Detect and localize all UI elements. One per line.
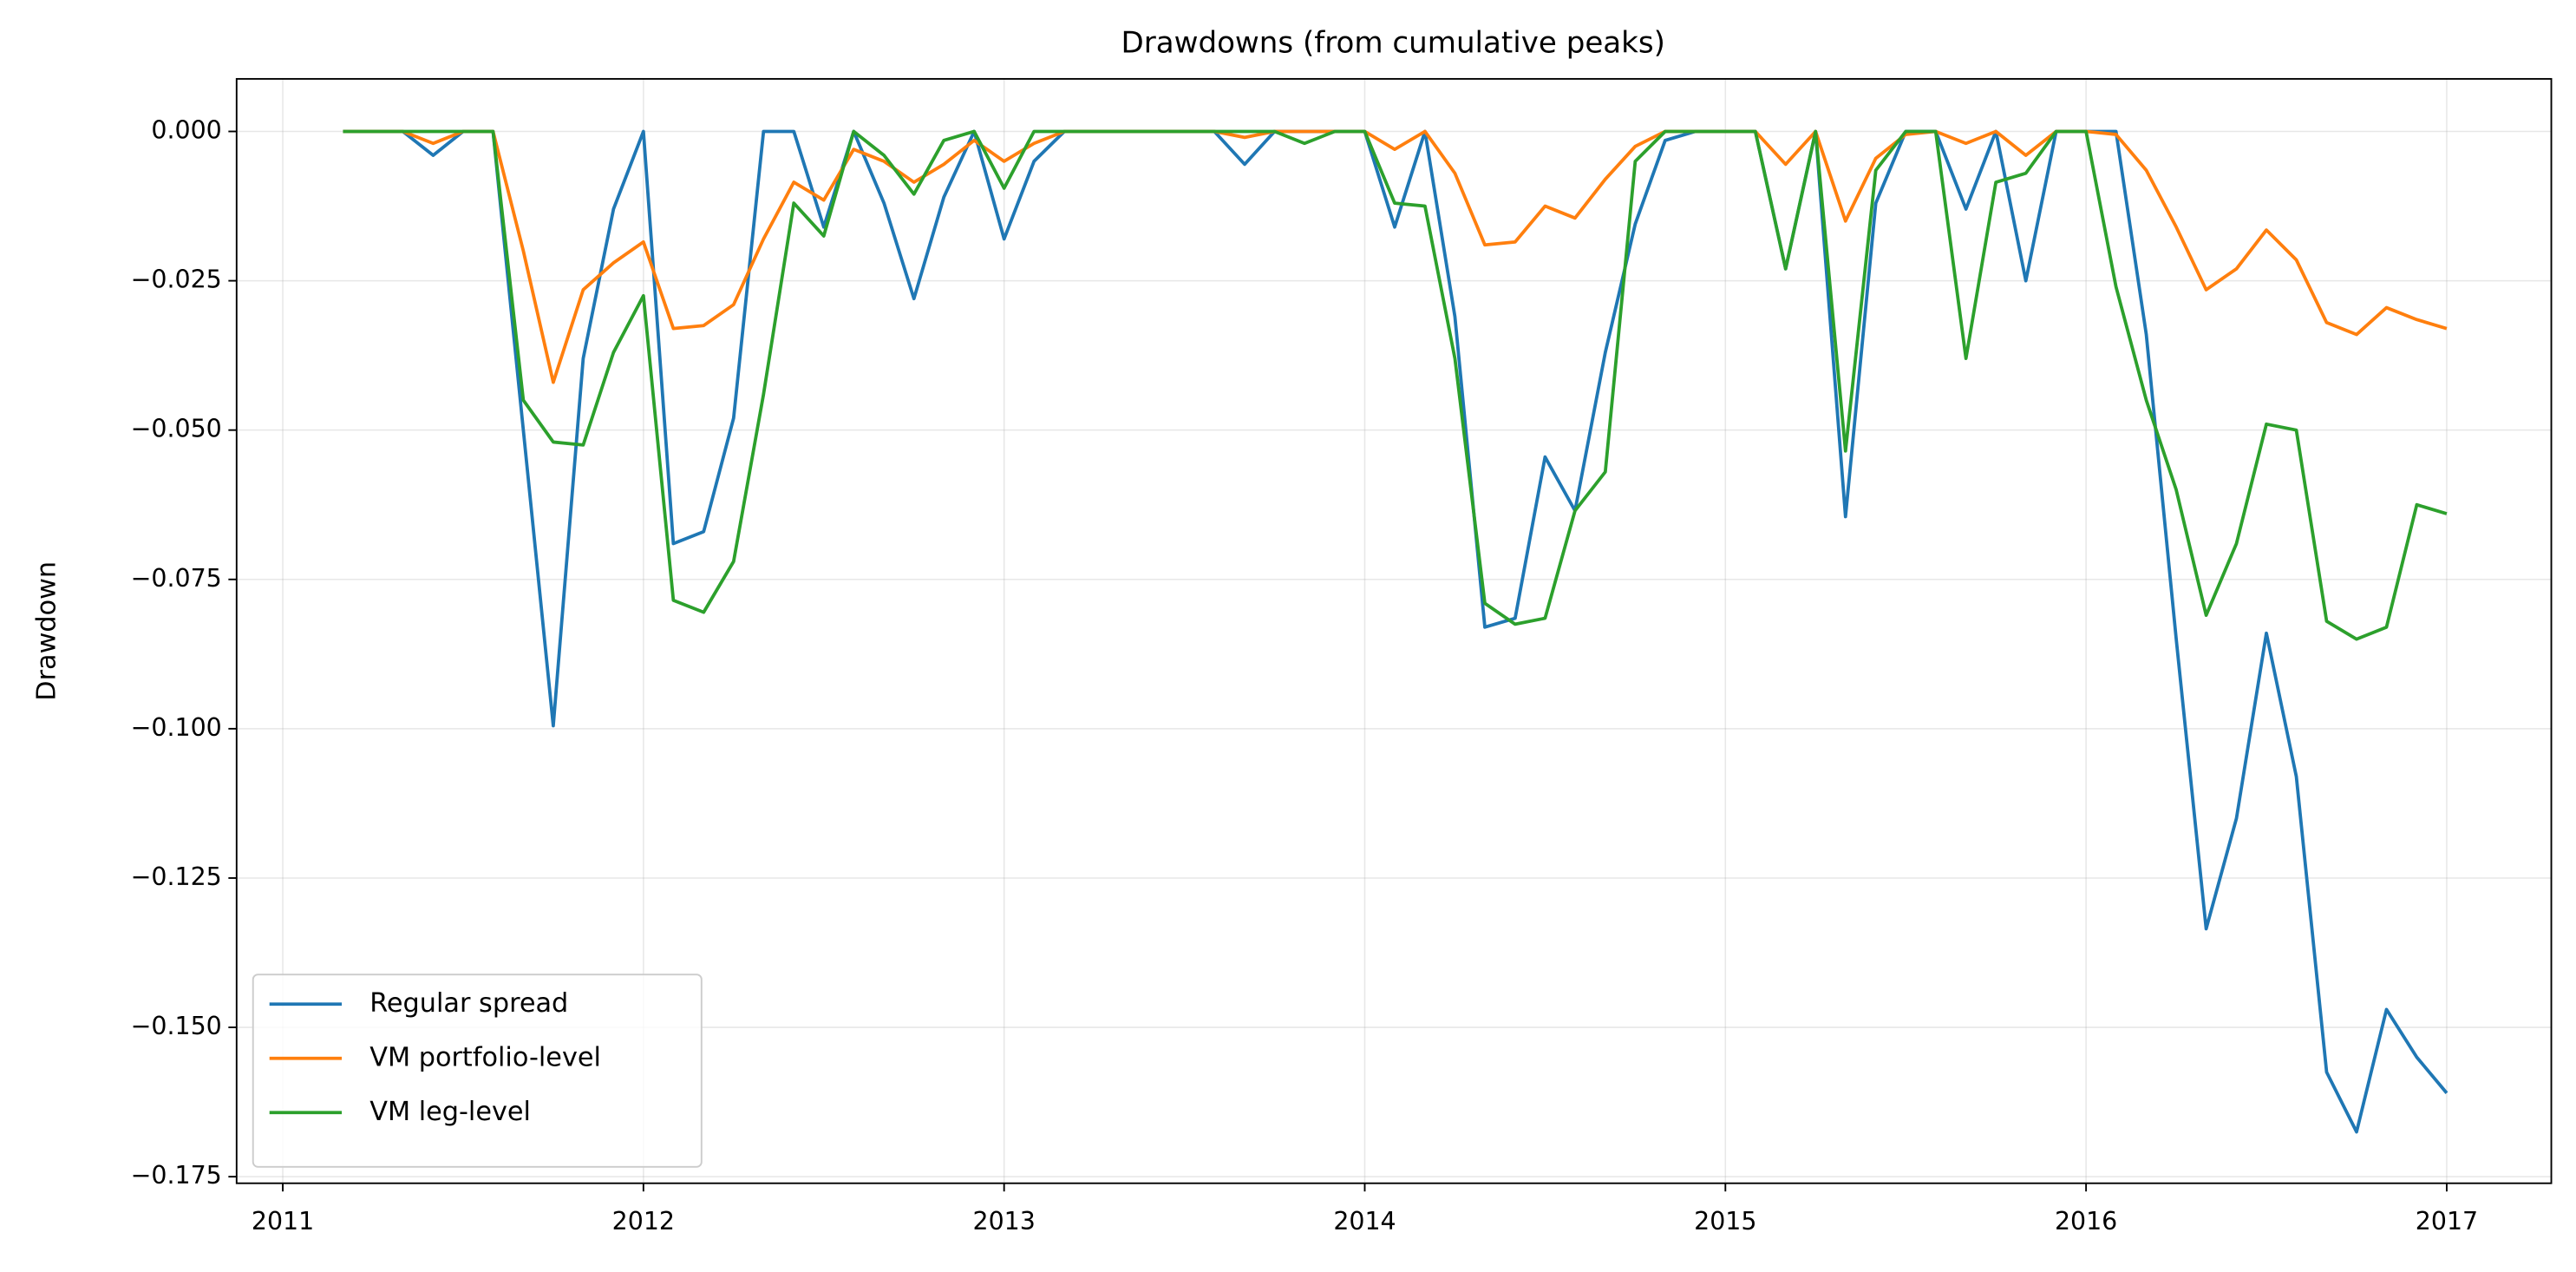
x-tick-label: 2016: [2055, 1207, 2117, 1236]
legend-box: [252, 974, 703, 1168]
y-tick-label: −0.100: [131, 713, 222, 742]
chart-title: Drawdowns (from cumulative peaks): [1121, 26, 1665, 61]
legend: Regular spread VM portfolio-level VM leg-l…: [252, 974, 703, 1168]
x-tick-label: 2017: [2416, 1207, 2478, 1236]
series-line: [343, 129, 2448, 641]
y-tick-label: −0.025: [131, 266, 222, 294]
legend-label: VM leg-level: [369, 1097, 531, 1127]
legend-label: Regular spread: [369, 988, 568, 1019]
legend-label: VM portfolio-level: [369, 1042, 601, 1072]
series-line: [343, 129, 2448, 384]
x-tick-label: 2011: [252, 1207, 314, 1236]
y-tick-label: −0.150: [131, 1012, 222, 1040]
plot-frame: [235, 77, 2553, 1184]
y-tick-label: −0.075: [131, 564, 222, 593]
y-tick-label: −0.125: [131, 862, 222, 891]
y-tick-label: 0.000: [151, 115, 221, 144]
y-axis-label: Drawdown: [31, 561, 62, 701]
y-tick-label: −0.050: [131, 415, 222, 443]
x-tick-label: 2012: [612, 1207, 675, 1236]
x-tick-label: 2014: [1333, 1207, 1396, 1236]
y-tick-label: −0.175: [131, 1161, 222, 1190]
x-tick-label: 2015: [1694, 1207, 1756, 1236]
x-tick-label: 2013: [973, 1207, 1036, 1236]
